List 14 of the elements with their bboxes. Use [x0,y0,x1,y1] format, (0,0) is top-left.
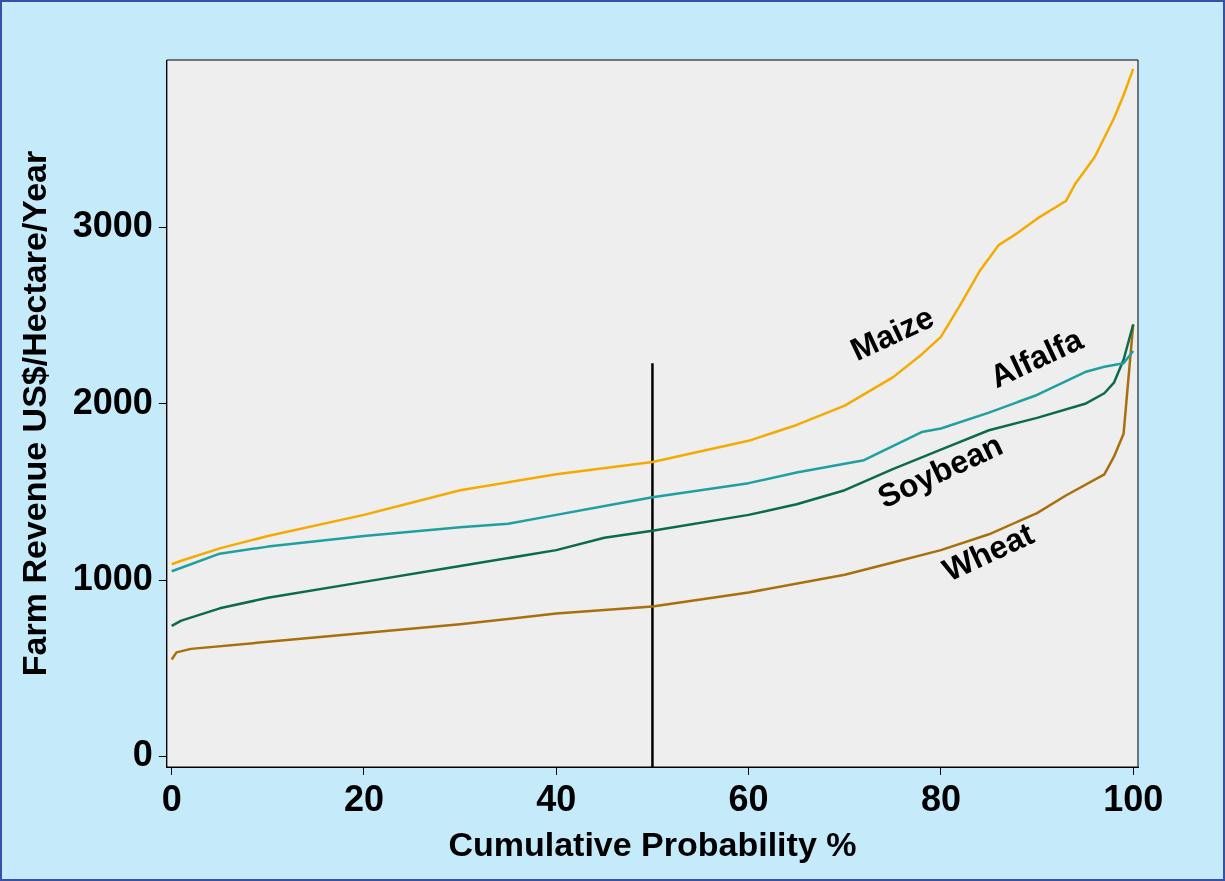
x-tick-label: 40 [536,777,577,819]
x-axis-title: Cumulative Probability % [448,824,857,863]
x-tick-label: 100 [1103,777,1164,819]
x-tick-label: 20 [343,777,385,819]
y-tick-label: 2000 [72,380,153,422]
x-tick-label: 60 [728,777,769,819]
text: Maize [844,298,939,368]
y-tick-label: 1000 [72,557,153,599]
y-tick-label: 0 [132,733,153,775]
text: Alfalfa [984,320,1089,395]
x-tick-label: 80 [920,777,961,819]
y-tick-label: 3000 [72,204,153,246]
y-axis-title: Farm Revenue US$/Hectare/Year [14,150,53,677]
x-tick-label: 0 [161,777,182,819]
